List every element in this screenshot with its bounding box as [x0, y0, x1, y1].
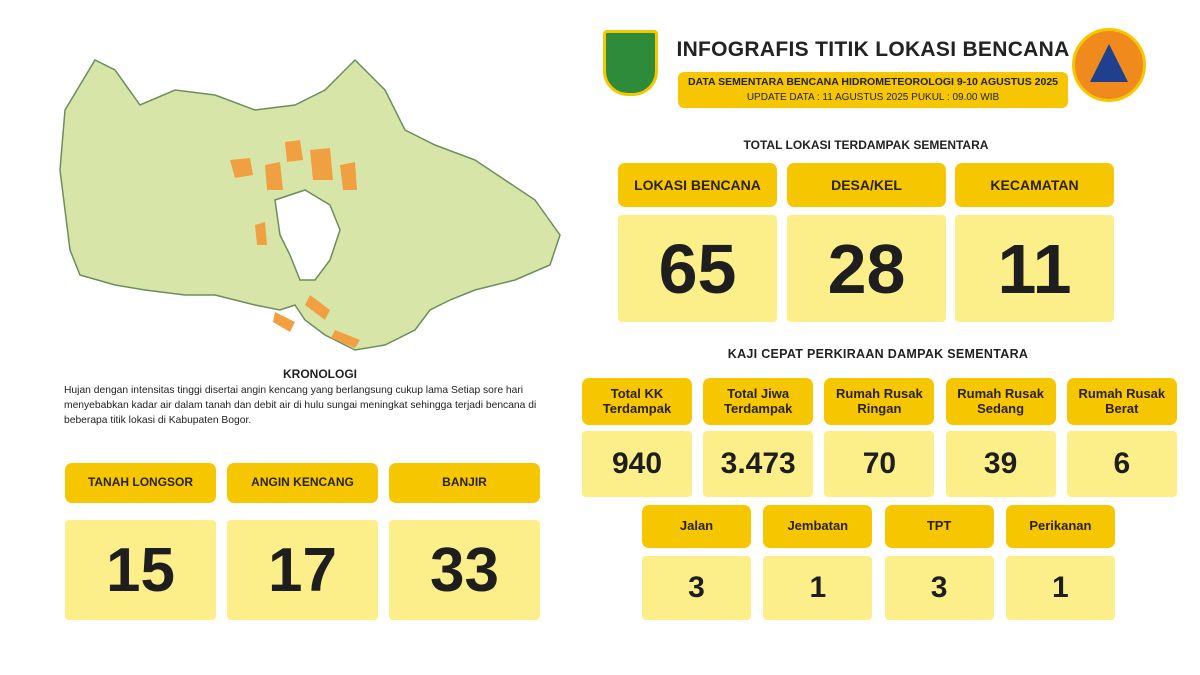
- total-label: KECAMATAN: [955, 163, 1114, 207]
- impact-value: 940: [582, 431, 692, 497]
- total-value: 65: [618, 215, 777, 322]
- impact-value: 3: [884, 556, 994, 620]
- kronologi-title: KRONOLOGI: [283, 367, 357, 381]
- title: INFOGRAFIS TITIK LOKASI BENCANA: [676, 38, 1070, 61]
- impact-label: Perikanan: [1005, 505, 1115, 548]
- total-value: 28: [787, 215, 946, 322]
- impact-label: Total Jiwa Terdampak: [703, 378, 814, 425]
- impact-value: 1: [1005, 556, 1115, 620]
- impact-title: KAJI CEPAT PERKIRAAN DAMPAK SEMENTARA: [727, 347, 1029, 361]
- disaster-label: BANJIR: [389, 463, 540, 503]
- impact-value: 3.473: [703, 431, 814, 497]
- impact-label: Total KK Terdampak: [582, 378, 692, 425]
- disaster-value: 33: [389, 520, 540, 620]
- impact-label: Jembatan: [763, 505, 873, 548]
- logo-kabupaten: [603, 30, 658, 96]
- impact-label: Rumah Rusak Sedang: [945, 378, 1056, 425]
- impact-value: 1: [763, 556, 873, 620]
- impact-value: 70: [824, 431, 935, 497]
- impact-value: 6: [1066, 431, 1177, 497]
- affected-areas: [230, 140, 360, 348]
- map: [59, 58, 561, 351]
- map-lake: [274, 189, 341, 281]
- total-label: LOKASI BENCANA: [618, 163, 777, 207]
- impact-label: Rumah Rusak Berat: [1066, 378, 1177, 425]
- impact-value: 39: [945, 431, 1056, 497]
- disaster-value: 15: [65, 520, 216, 620]
- logo-bpbd: [1072, 28, 1146, 102]
- disaster-value: 17: [227, 520, 378, 620]
- subtitle: DATA SEMENTARA BENCANA HIDROMETEOROLOGI …: [687, 76, 1059, 88]
- kronologi-text: Hujan dengan intensitas tinggi disertai …: [64, 385, 537, 426]
- total-label: DESA/KEL: [787, 163, 946, 207]
- total-title: TOTAL LOKASI TERDAMPAK SEMENTARA: [743, 138, 989, 152]
- impact-label: Rumah Rusak Ringan: [824, 378, 935, 425]
- banner: [678, 72, 1068, 108]
- impact-label: Jalan: [642, 505, 751, 548]
- update: UPDATE DATA : 11 AGUSTUS 2025 PUKUL : 09…: [746, 92, 1000, 103]
- disaster-label: ANGIN KENCANG: [227, 463, 378, 503]
- impact-label: TPT: [884, 505, 994, 548]
- disaster-label: TANAH LONGSOR: [65, 463, 216, 503]
- total-value: 11: [955, 215, 1114, 322]
- impact-value: 3: [642, 556, 751, 620]
